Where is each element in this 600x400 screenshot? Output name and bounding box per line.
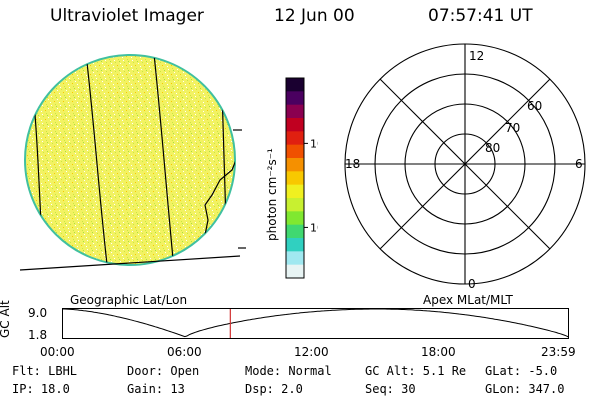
geographic-panel-label: Geographic Lat/Lon bbox=[70, 293, 188, 307]
info-door: Door: Open bbox=[127, 364, 200, 378]
xtick-0600: 06:00 bbox=[167, 345, 202, 359]
date-label: 12 Jun 00 bbox=[274, 6, 355, 26]
xtick-2359: 23:59 bbox=[541, 345, 576, 359]
geographic-image-panel bbox=[19, 54, 246, 271]
info-gc-alt: GC Alt: 5.1 Re bbox=[365, 364, 467, 378]
mlat-label-80: 80 bbox=[485, 141, 500, 155]
altitude-plot bbox=[62, 308, 569, 339]
xtick-1200: 12:00 bbox=[294, 345, 329, 359]
colorbar-segment bbox=[286, 211, 304, 226]
colorbar-segment bbox=[286, 104, 304, 119]
latitude-line bbox=[19, 255, 241, 271]
colorbar-segment bbox=[286, 198, 304, 212]
info-glon: GLon: 347.0 bbox=[485, 382, 565, 396]
colorbar-segment bbox=[286, 184, 304, 199]
colorbar-tick-100: 100 bbox=[310, 137, 318, 150]
xtick-0000: 00:00 bbox=[40, 345, 75, 359]
mlt-label-12: 12 bbox=[469, 49, 484, 63]
color-scale-bar: 100 10 photon cm⁻²s⁻¹ bbox=[265, 77, 318, 279]
colorbar-segment bbox=[286, 131, 304, 146]
mlat-label-60: 60 bbox=[527, 99, 542, 113]
xtick-1800: 18:00 bbox=[421, 345, 456, 359]
mlat-label-70: 70 bbox=[505, 121, 520, 135]
earth-disk bbox=[24, 54, 236, 266]
mlt-label-18: 18 bbox=[345, 157, 360, 171]
colorbar-tick-10: 10 bbox=[310, 221, 318, 234]
colorbar-segment bbox=[286, 238, 304, 252]
colorbar-segment bbox=[286, 158, 304, 172]
colorbar-unit-label: photon cm⁻²s⁻¹ bbox=[265, 148, 279, 241]
info-filter: Flt: LBHL bbox=[12, 364, 78, 378]
polar-mlat-mlt-plot: 12 18 6 0 60 70 80 bbox=[344, 43, 586, 291]
colorbar-segment bbox=[286, 171, 304, 186]
colorbar-segment bbox=[286, 78, 304, 92]
mlt-label-6: 6 bbox=[575, 157, 583, 171]
info-gain: Gain: 13 bbox=[127, 382, 185, 396]
altitude-ytick-bottom: 1.8 bbox=[28, 328, 48, 342]
colorbar-segment bbox=[286, 264, 304, 279]
colorbar-segment bbox=[286, 144, 304, 159]
altitude-curve bbox=[62, 308, 569, 338]
instrument-title: Ultraviolet Imager bbox=[50, 6, 204, 26]
altitude-ylabel: GC Alt bbox=[0, 300, 12, 338]
info-seq: Seq: 30 bbox=[365, 382, 416, 396]
altitude-ytick-top: 9.0 bbox=[28, 306, 48, 320]
polar-panel-label: Apex MLat/MLT bbox=[423, 293, 513, 307]
time-label: 07:57:41 UT bbox=[428, 6, 533, 26]
info-glat: GLat: -5.0 bbox=[485, 364, 558, 378]
colorbar-segment bbox=[286, 118, 304, 132]
colorbar-segment bbox=[286, 224, 304, 239]
colorbar-segment bbox=[286, 251, 304, 266]
mlt-label-0: 0 bbox=[468, 277, 476, 291]
info-dsp: Dsp: 2.0 bbox=[245, 382, 303, 396]
info-mode: Mode: Normal bbox=[245, 364, 332, 378]
colorbar-segment bbox=[286, 91, 304, 106]
info-ip: IP: 18.0 bbox=[12, 382, 70, 396]
